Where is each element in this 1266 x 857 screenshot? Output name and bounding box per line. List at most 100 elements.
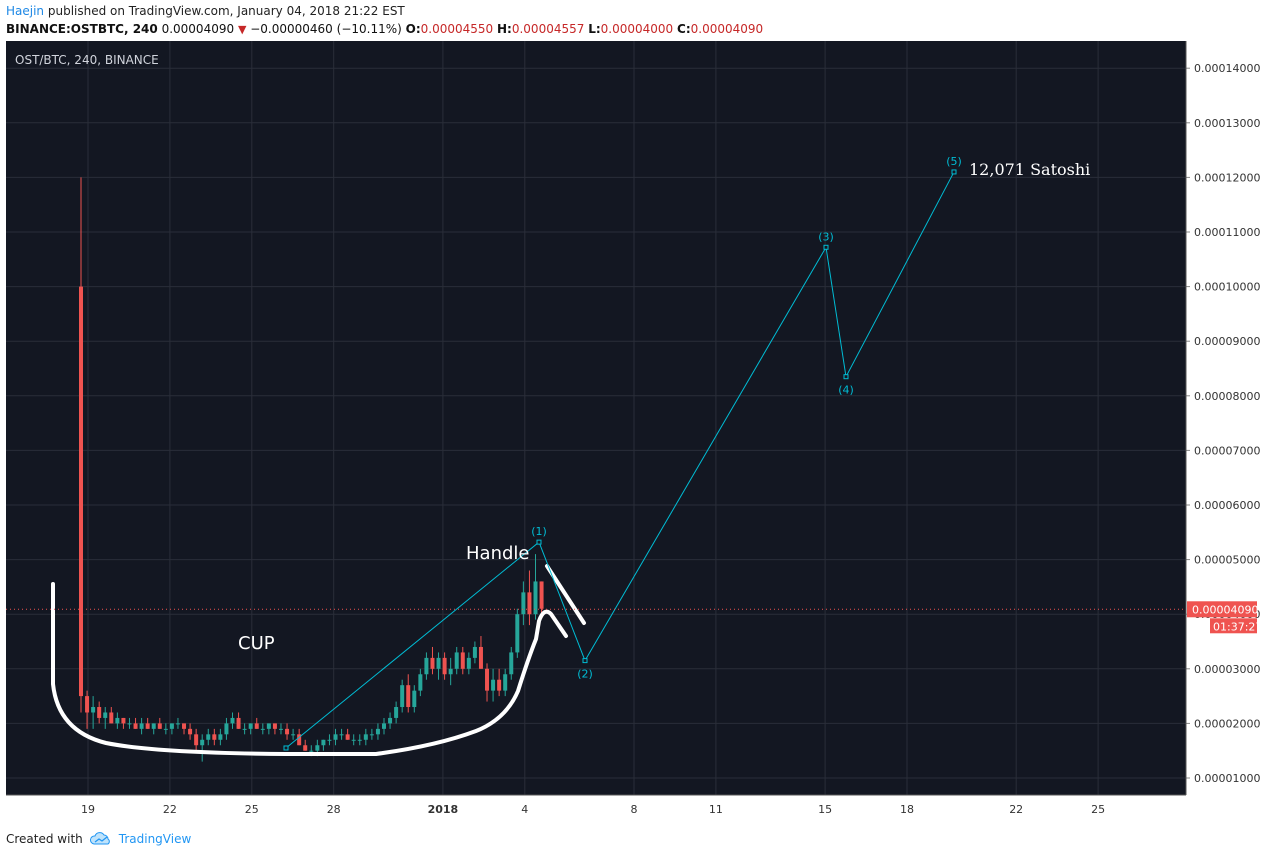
- candle-body: [509, 652, 514, 675]
- high-label: H:: [497, 22, 512, 36]
- y-tick-label: 0.00006000: [1194, 499, 1260, 512]
- target-label: 12,071 Satoshi: [969, 160, 1090, 179]
- x-tick-label: 22: [1009, 803, 1023, 816]
- candle-body: [182, 723, 187, 729]
- chart-title: OST/BTC, 240, BINANCE: [15, 53, 159, 67]
- wave-point: [951, 169, 957, 175]
- footer: Created with TradingView: [6, 832, 191, 846]
- price-axis[interactable]: 0.000010000.000020000.000030000.00004000…: [6, 41, 1260, 795]
- y-tick-label: 0.00007000: [1194, 444, 1260, 457]
- x-tick-label: 15: [818, 803, 832, 816]
- wave-label: (2): [577, 668, 593, 681]
- candle-body: [291, 734, 296, 736]
- x-tick-label: 25: [1091, 803, 1105, 816]
- y-tick-label: 0.00008000: [1194, 390, 1260, 403]
- open-label: O:: [405, 22, 421, 36]
- candle-body: [382, 723, 386, 729]
- x-tick-label: 28: [327, 803, 341, 816]
- candle-body: [345, 734, 350, 740]
- wave-point: [283, 745, 289, 751]
- author-name[interactable]: Haejin: [6, 4, 45, 18]
- cup-curve: [51, 582, 568, 756]
- cup-label: CUP: [238, 633, 275, 654]
- countdown-label: 01:37:27: [1213, 620, 1260, 633]
- candle-body: [218, 734, 223, 740]
- candle-body: [351, 739, 356, 741]
- candle-body: [333, 734, 338, 740]
- wave-label: (3): [818, 230, 834, 243]
- candle-body: [515, 614, 520, 653]
- ohlc-line: BINANCE:OSTBTC, 240 0.00004090 ▼ −0.0000…: [6, 22, 763, 36]
- price-change: −0.00000460 (−10.11%): [250, 22, 402, 36]
- candle-body: [357, 739, 362, 741]
- candle-body: [254, 723, 259, 729]
- candle-body: [436, 657, 441, 669]
- candle-body: [478, 646, 483, 669]
- candle-body: [194, 734, 199, 746]
- candle-body: [206, 734, 211, 740]
- candle-body: [388, 717, 393, 724]
- candle-body: [236, 717, 241, 729]
- publish-line: Haejin published on TradingView.com, Jan…: [6, 4, 405, 18]
- x-tick-label: 25: [245, 803, 259, 816]
- y-tick-label: 0.00005000: [1194, 554, 1260, 567]
- x-tick-label: 19: [81, 803, 95, 816]
- x-tick-label: 11: [709, 803, 723, 816]
- wave-label: (1): [531, 525, 547, 538]
- y-tick-label: 0.00012000: [1194, 171, 1260, 184]
- candle-body: [200, 739, 205, 746]
- candle-body: [466, 657, 471, 669]
- candle-body: [369, 734, 374, 736]
- high-value: 0.00004557: [511, 22, 585, 36]
- y-tick-label: 0.00014000: [1194, 62, 1260, 75]
- candle-body: [79, 286, 83, 697]
- y-tick-label: 0.00009000: [1194, 335, 1260, 348]
- candle-body: [151, 723, 156, 729]
- wave-label: (4): [838, 384, 854, 397]
- x-tick-label: 2018: [428, 803, 459, 816]
- price-badge: [1187, 601, 1257, 618]
- symbol-label: BINANCE:OSTBTC, 240: [6, 22, 158, 36]
- candle-body: [460, 652, 465, 669]
- low-label: L:: [588, 22, 601, 36]
- x-tick-label: 18: [900, 803, 914, 816]
- wave-point: [582, 658, 588, 664]
- candle-body: [91, 707, 96, 713]
- tradingview-link[interactable]: TradingView: [118, 832, 192, 846]
- candle-body: [394, 707, 399, 718]
- candle-body: [121, 717, 126, 724]
- candle-body: [327, 739, 332, 741]
- x-tick-label: 4: [521, 803, 528, 816]
- candle-body: [521, 592, 526, 615]
- candle-body: [533, 581, 538, 615]
- wave-lines: (1) (2) (3) (4) (5): [283, 155, 962, 751]
- candle-body: [472, 646, 477, 658]
- candle-body: [169, 723, 174, 729]
- price-chart[interactable]: (1) (2) (3) (4) (5) 0.00001000 0.00002000 0.00…: [6, 41, 1260, 824]
- low-value: 0.00004000: [600, 22, 674, 36]
- wave-path: [285, 171, 955, 749]
- wave-label: (5): [946, 155, 962, 168]
- candle-body: [454, 652, 459, 669]
- handle-label: Handle: [466, 543, 529, 564]
- x-tick-label: 22: [163, 803, 177, 816]
- candle-body: [285, 728, 290, 735]
- candle-body: [321, 739, 326, 746]
- candle-body: [85, 696, 90, 713]
- candle-body: [127, 723, 132, 725]
- candle-body: [175, 723, 180, 725]
- wave-point: [536, 539, 542, 545]
- close-value: 0.00004090: [690, 22, 764, 36]
- close-label: C:: [677, 22, 691, 36]
- handle-stroke: [545, 564, 586, 625]
- candle-body: [412, 690, 417, 708]
- candle-body: [503, 674, 508, 691]
- candle-body: [442, 657, 447, 675]
- candle-body: [400, 685, 405, 708]
- time-axis[interactable]: 19 22 25 28 2018 4 8 11 15 18 22 25: [6, 794, 1186, 816]
- candle-body: [103, 712, 108, 718]
- candle-body: [406, 685, 411, 708]
- cup-drawing: [51, 564, 586, 756]
- y-tick-label: 0.00002000: [1194, 717, 1260, 730]
- candles: [79, 177, 544, 762]
